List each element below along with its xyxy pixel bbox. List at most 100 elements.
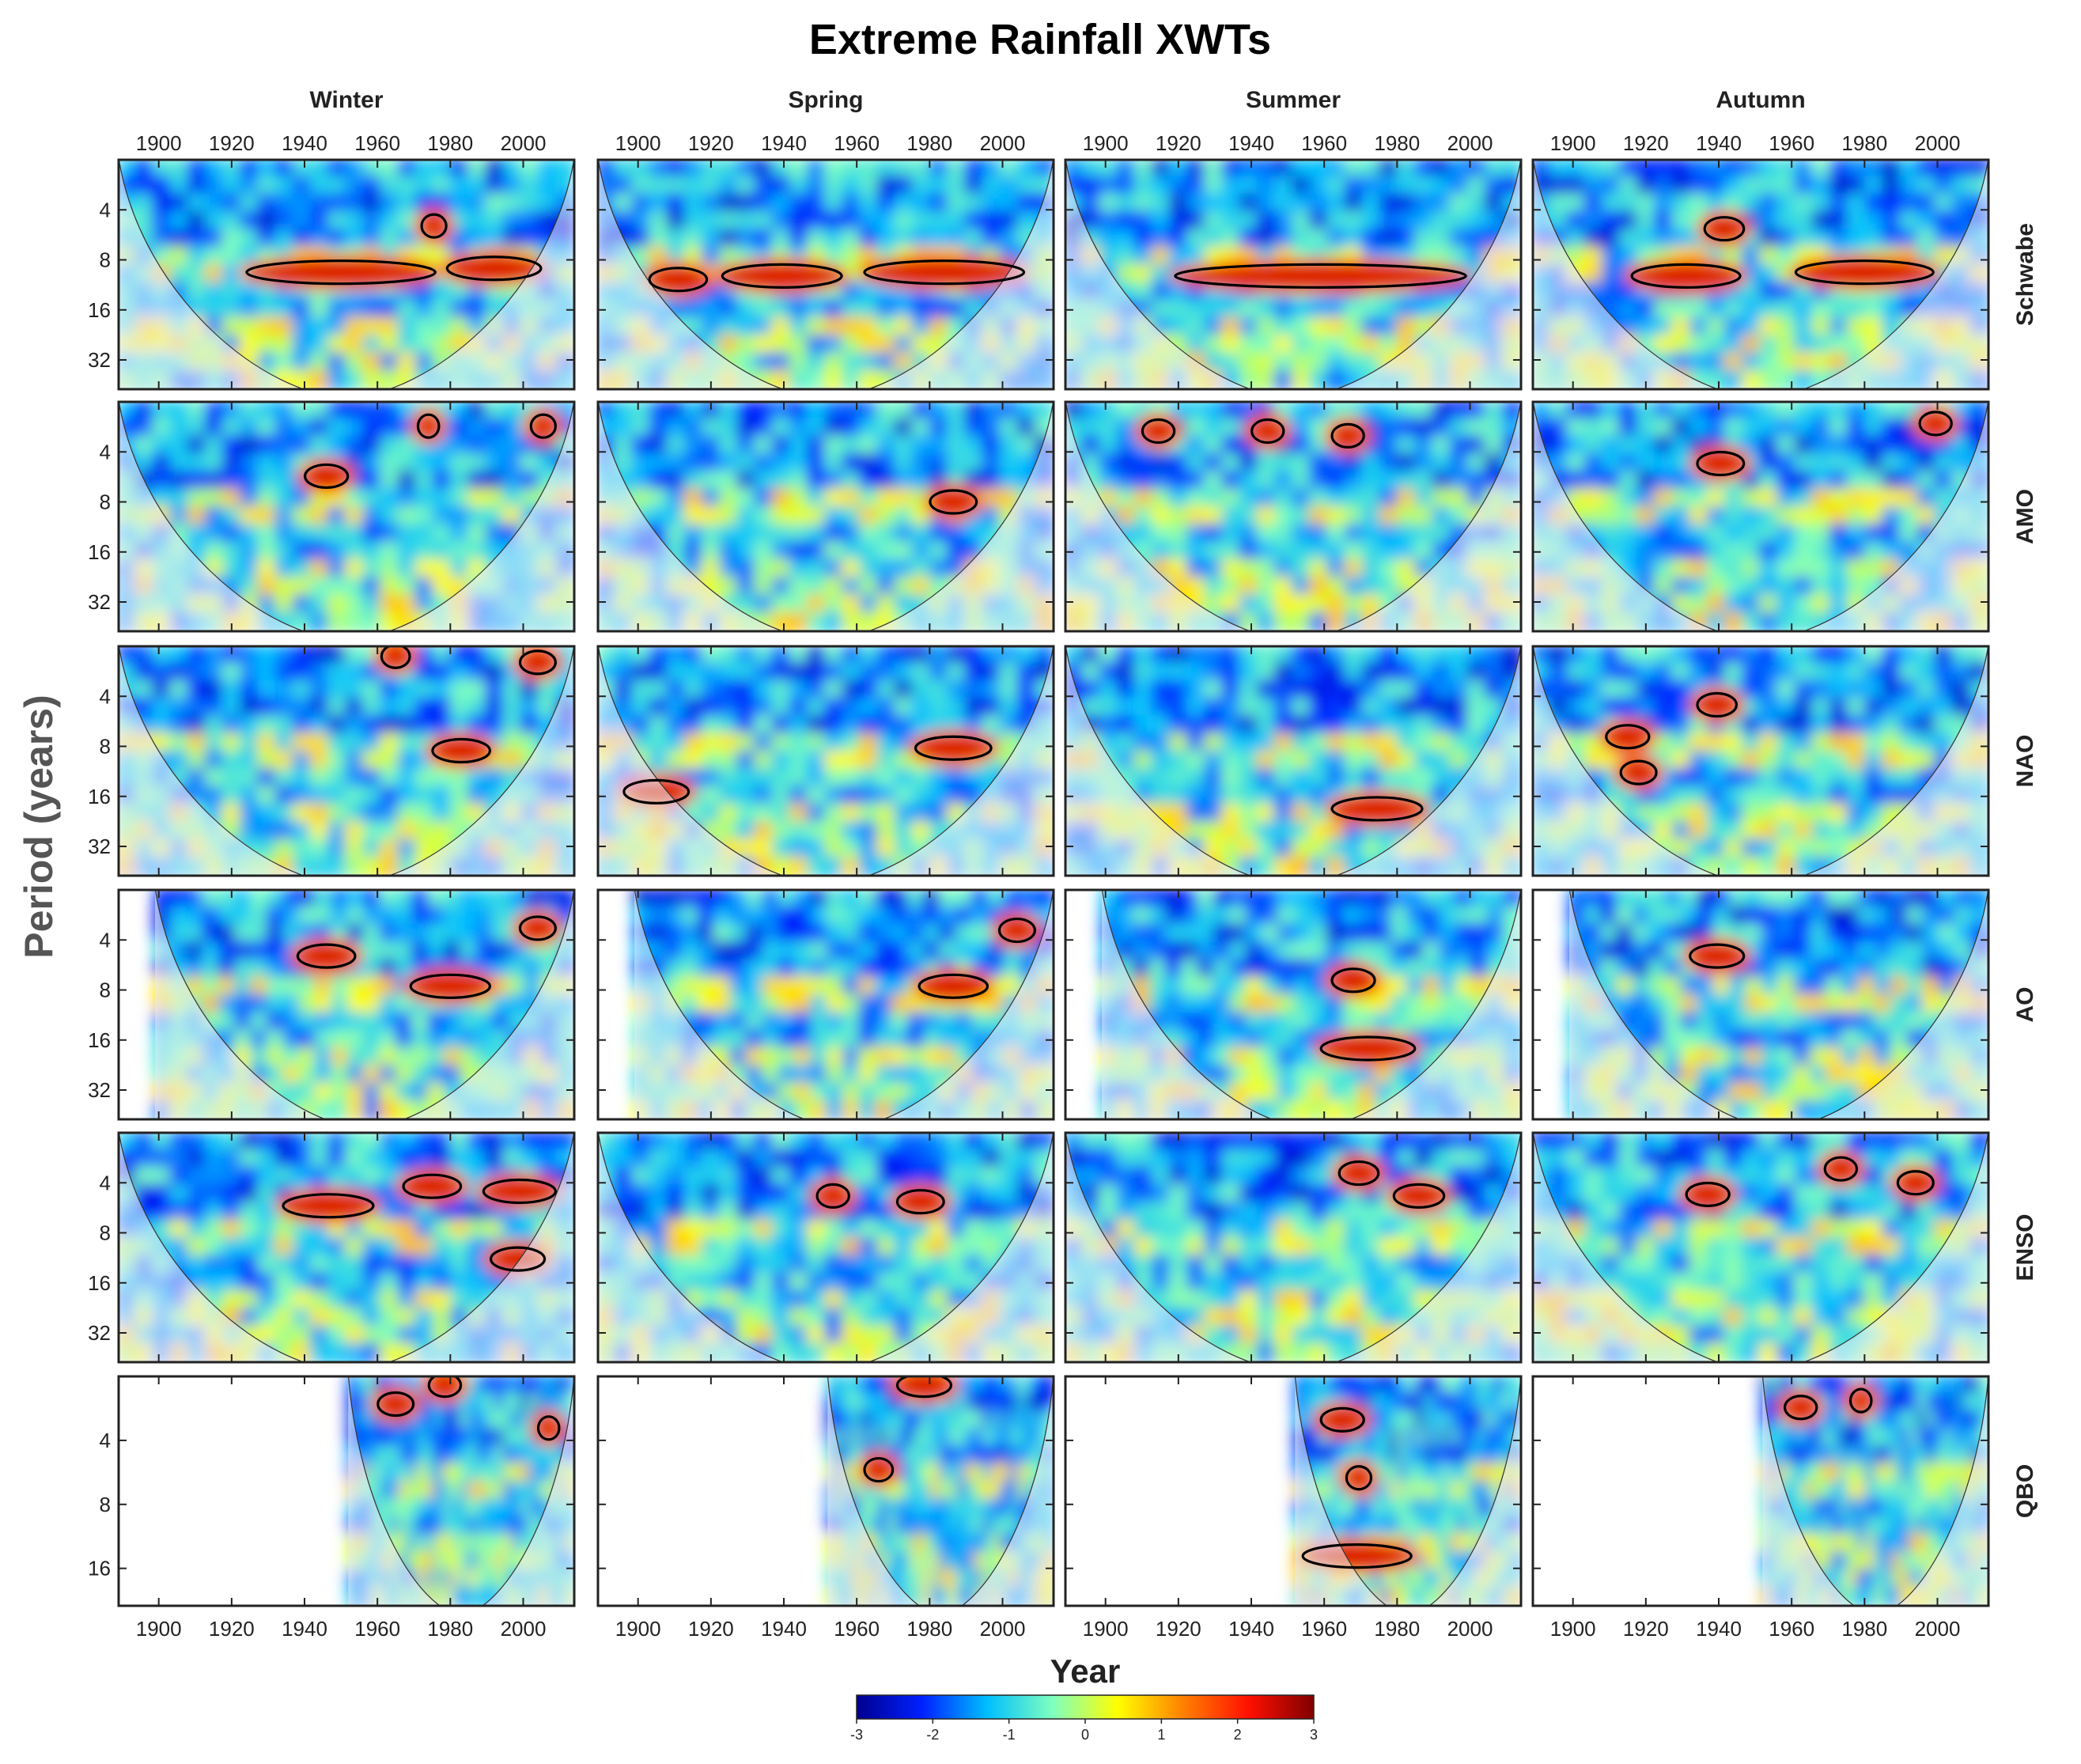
power-cell (894, 229, 915, 250)
power-cell (719, 785, 740, 807)
x-tick-label-top: 1960 (834, 131, 880, 155)
power-cell (789, 785, 810, 807)
power-cell (1344, 352, 1365, 373)
power-cell (221, 785, 244, 807)
power-cell (1204, 524, 1225, 545)
power-cell (221, 803, 244, 825)
power-cell (1654, 524, 1675, 545)
power-cell (345, 316, 366, 339)
power-cell (929, 299, 951, 320)
power-cell (1379, 505, 1400, 528)
power-cell (240, 471, 261, 492)
power-cell (1829, 541, 1850, 562)
power-cell (1326, 838, 1348, 860)
power-cell (771, 176, 793, 197)
power-cell (169, 160, 191, 180)
power-cell (929, 316, 951, 339)
power-cell (762, 923, 781, 944)
power-cell (1934, 193, 1955, 214)
power-cell (520, 176, 541, 197)
power-peak (520, 916, 556, 940)
power-cell (664, 923, 685, 944)
power-cell (1723, 352, 1745, 373)
power-cell (1583, 697, 1605, 719)
power-cell (762, 890, 781, 910)
power-cell (250, 994, 270, 1016)
power-cell (982, 176, 1003, 197)
power-cell (824, 524, 846, 545)
power-cell (1618, 697, 1640, 719)
power-cell (947, 541, 968, 562)
power-cell (257, 452, 278, 475)
power-cell (345, 558, 366, 581)
power-cell (842, 402, 863, 422)
power-cell (1326, 299, 1348, 320)
power-cell (964, 679, 986, 701)
power-cell (443, 1029, 463, 1050)
power-cell (414, 541, 436, 562)
power-cell (1361, 299, 1383, 320)
power-cell (380, 732, 401, 754)
power-cell (754, 821, 775, 842)
power-cell (292, 210, 313, 233)
power-cell (202, 959, 221, 980)
power-cell (1326, 352, 1348, 373)
power-cell (1168, 160, 1190, 180)
power-cell (427, 1012, 447, 1033)
power-cell (1882, 646, 1903, 666)
power-cell (1811, 750, 1833, 772)
power-cell (309, 750, 331, 772)
power-cell (1292, 505, 1313, 528)
power-cell (982, 210, 1003, 233)
power-cell (806, 715, 827, 736)
power-cell (614, 662, 635, 683)
power-cell (1326, 524, 1348, 545)
power-cell (266, 906, 286, 927)
power-cell (1273, 352, 1295, 373)
power-cell (806, 299, 827, 320)
panel-frame (1064, 158, 1523, 391)
power-cell (1566, 662, 1587, 683)
power-cell (771, 697, 793, 719)
power-cell (1759, 646, 1780, 666)
power-cell (1689, 821, 1710, 842)
power-field (1533, 160, 1988, 389)
power-cell (1396, 316, 1418, 339)
power-cell (1689, 768, 1710, 789)
row-label-schwabe: Schwabe (2012, 223, 2038, 326)
power-cell (1741, 646, 1762, 666)
power-cell (250, 1047, 270, 1069)
y-tick-label: 32 (88, 1078, 111, 1102)
power-cell (1601, 263, 1622, 286)
power-cell (1309, 611, 1330, 631)
power-cell (701, 246, 723, 267)
power-cell (1829, 662, 1850, 683)
power-cell (1776, 210, 1798, 233)
power-cell (1186, 229, 1208, 250)
power-cell (363, 1065, 383, 1086)
cone-of-influence-shade (1065, 402, 1521, 631)
power-cell (1776, 452, 1798, 475)
power-cell (467, 662, 489, 683)
power-cell (411, 1029, 431, 1050)
power-cell (1811, 732, 1833, 754)
power-cell (204, 160, 225, 180)
power-cell (380, 352, 401, 373)
power-cell (502, 697, 524, 719)
power-cell (1671, 210, 1693, 233)
power-cell (411, 906, 431, 927)
power-cell (1309, 838, 1330, 860)
power-cell (414, 488, 436, 509)
power-cell (1414, 715, 1436, 736)
power-cell (719, 229, 740, 250)
power-cell (683, 505, 705, 528)
power-cell (449, 418, 471, 439)
power-cell (221, 662, 244, 683)
cone-of-influence-line (598, 160, 1054, 389)
power-cell (789, 210, 810, 233)
power-cell (187, 646, 208, 666)
power-cell (537, 160, 558, 180)
power-cell (964, 524, 986, 545)
row-label-nao: NAO (2012, 735, 2038, 788)
